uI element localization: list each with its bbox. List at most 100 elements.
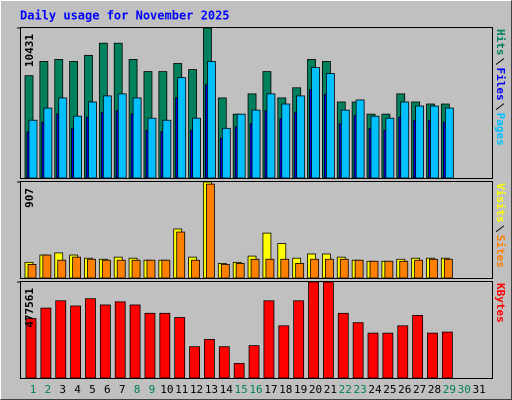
bar: [265, 258, 275, 279]
bar: [43, 107, 53, 179]
bar: [354, 259, 364, 279]
bar: [144, 312, 156, 379]
bar: [444, 107, 454, 179]
x-tick-label: 9: [149, 383, 156, 396]
bar: [399, 260, 409, 279]
bar: [221, 127, 231, 179]
x-tick-label: 5: [89, 383, 96, 396]
bar: [73, 115, 83, 179]
bar: [370, 115, 380, 179]
x-tick-label: 3: [59, 383, 66, 396]
bar: [72, 256, 82, 279]
bar: [88, 101, 97, 179]
bar: [382, 332, 394, 379]
x-tick-label: 7: [119, 383, 126, 396]
bar: [218, 346, 230, 379]
bar: [117, 93, 127, 179]
y-tick-label: 10431: [23, 34, 36, 67]
x-tick-label: 18: [279, 383, 292, 396]
bar: [415, 105, 425, 179]
x-tick-label: 16: [249, 383, 262, 396]
bar: [369, 260, 379, 279]
bar: [206, 183, 215, 279]
bar: [101, 259, 111, 279]
y-tick-label: 477561: [23, 288, 36, 328]
bar: [293, 300, 305, 379]
x-tick-label: 6: [104, 383, 111, 396]
bar: [441, 331, 453, 379]
x-tick-label: 21: [324, 383, 337, 396]
x-tick-label: 17: [264, 383, 277, 396]
bar: [400, 101, 410, 179]
x-tick-label: 20: [309, 383, 322, 396]
bar: [146, 259, 156, 279]
bar: [414, 259, 424, 279]
bar: [176, 231, 186, 279]
chart-title: Daily usage for November 2025: [20, 9, 230, 23]
legend-separator: [495, 103, 505, 111]
bar: [236, 113, 246, 179]
bar: [177, 77, 187, 179]
bar: [191, 259, 200, 279]
bar: [429, 258, 438, 279]
bar: [397, 325, 409, 379]
legend-label: Hits: [494, 29, 507, 56]
legend-label: Pages: [494, 113, 507, 146]
bar: [427, 332, 438, 379]
bar: [340, 109, 350, 179]
bar: [322, 281, 334, 379]
x-tick-label: 15: [235, 383, 248, 396]
bar: [339, 258, 349, 279]
legend-separator: [495, 225, 505, 233]
bar: [430, 105, 439, 179]
bar: [384, 260, 394, 279]
bar: [281, 103, 291, 179]
bar: [310, 258, 319, 279]
bar: [337, 312, 349, 379]
y-tick-label: 907: [23, 188, 36, 208]
bar: [251, 109, 261, 179]
bar: [220, 264, 230, 279]
x-tick-label: 10: [160, 383, 173, 396]
bar: [266, 93, 276, 179]
legend-label: Sites: [494, 235, 507, 268]
bar: [189, 346, 200, 379]
x-tick-label: 26: [398, 383, 411, 396]
bar: [295, 262, 305, 279]
bar: [55, 300, 67, 379]
bar: [70, 305, 82, 379]
bar: [28, 119, 38, 179]
bar: [174, 317, 186, 379]
bar: [412, 314, 424, 379]
x-tick-label: 29: [443, 383, 456, 396]
bar: [385, 117, 395, 179]
bar: [248, 345, 260, 379]
legend-label: Files: [494, 68, 507, 101]
x-tick-label: 19: [294, 383, 307, 396]
bar: [308, 281, 319, 379]
x-tick-label: 2: [45, 383, 52, 396]
bar: [102, 95, 112, 179]
x-tick-label: 30: [458, 383, 471, 396]
bar: [311, 67, 320, 179]
x-tick-label: 8: [134, 383, 141, 396]
bar: [85, 298, 96, 379]
x-tick-label: 23: [354, 383, 367, 396]
bar: [204, 338, 215, 379]
bar: [235, 262, 245, 279]
legend-label: KBytes: [494, 283, 507, 323]
x-tick-label: 25: [383, 383, 396, 396]
bar: [325, 73, 335, 179]
bar: [162, 119, 172, 179]
bar: [324, 258, 334, 279]
bar: [233, 362, 245, 379]
legend-label: Visits: [494, 183, 507, 223]
bar: [40, 307, 52, 379]
bar: [250, 258, 260, 279]
x-tick-label: 13: [205, 383, 218, 396]
x-tick-label: 31: [472, 383, 485, 396]
bar: [27, 264, 37, 279]
bar: [99, 304, 111, 379]
